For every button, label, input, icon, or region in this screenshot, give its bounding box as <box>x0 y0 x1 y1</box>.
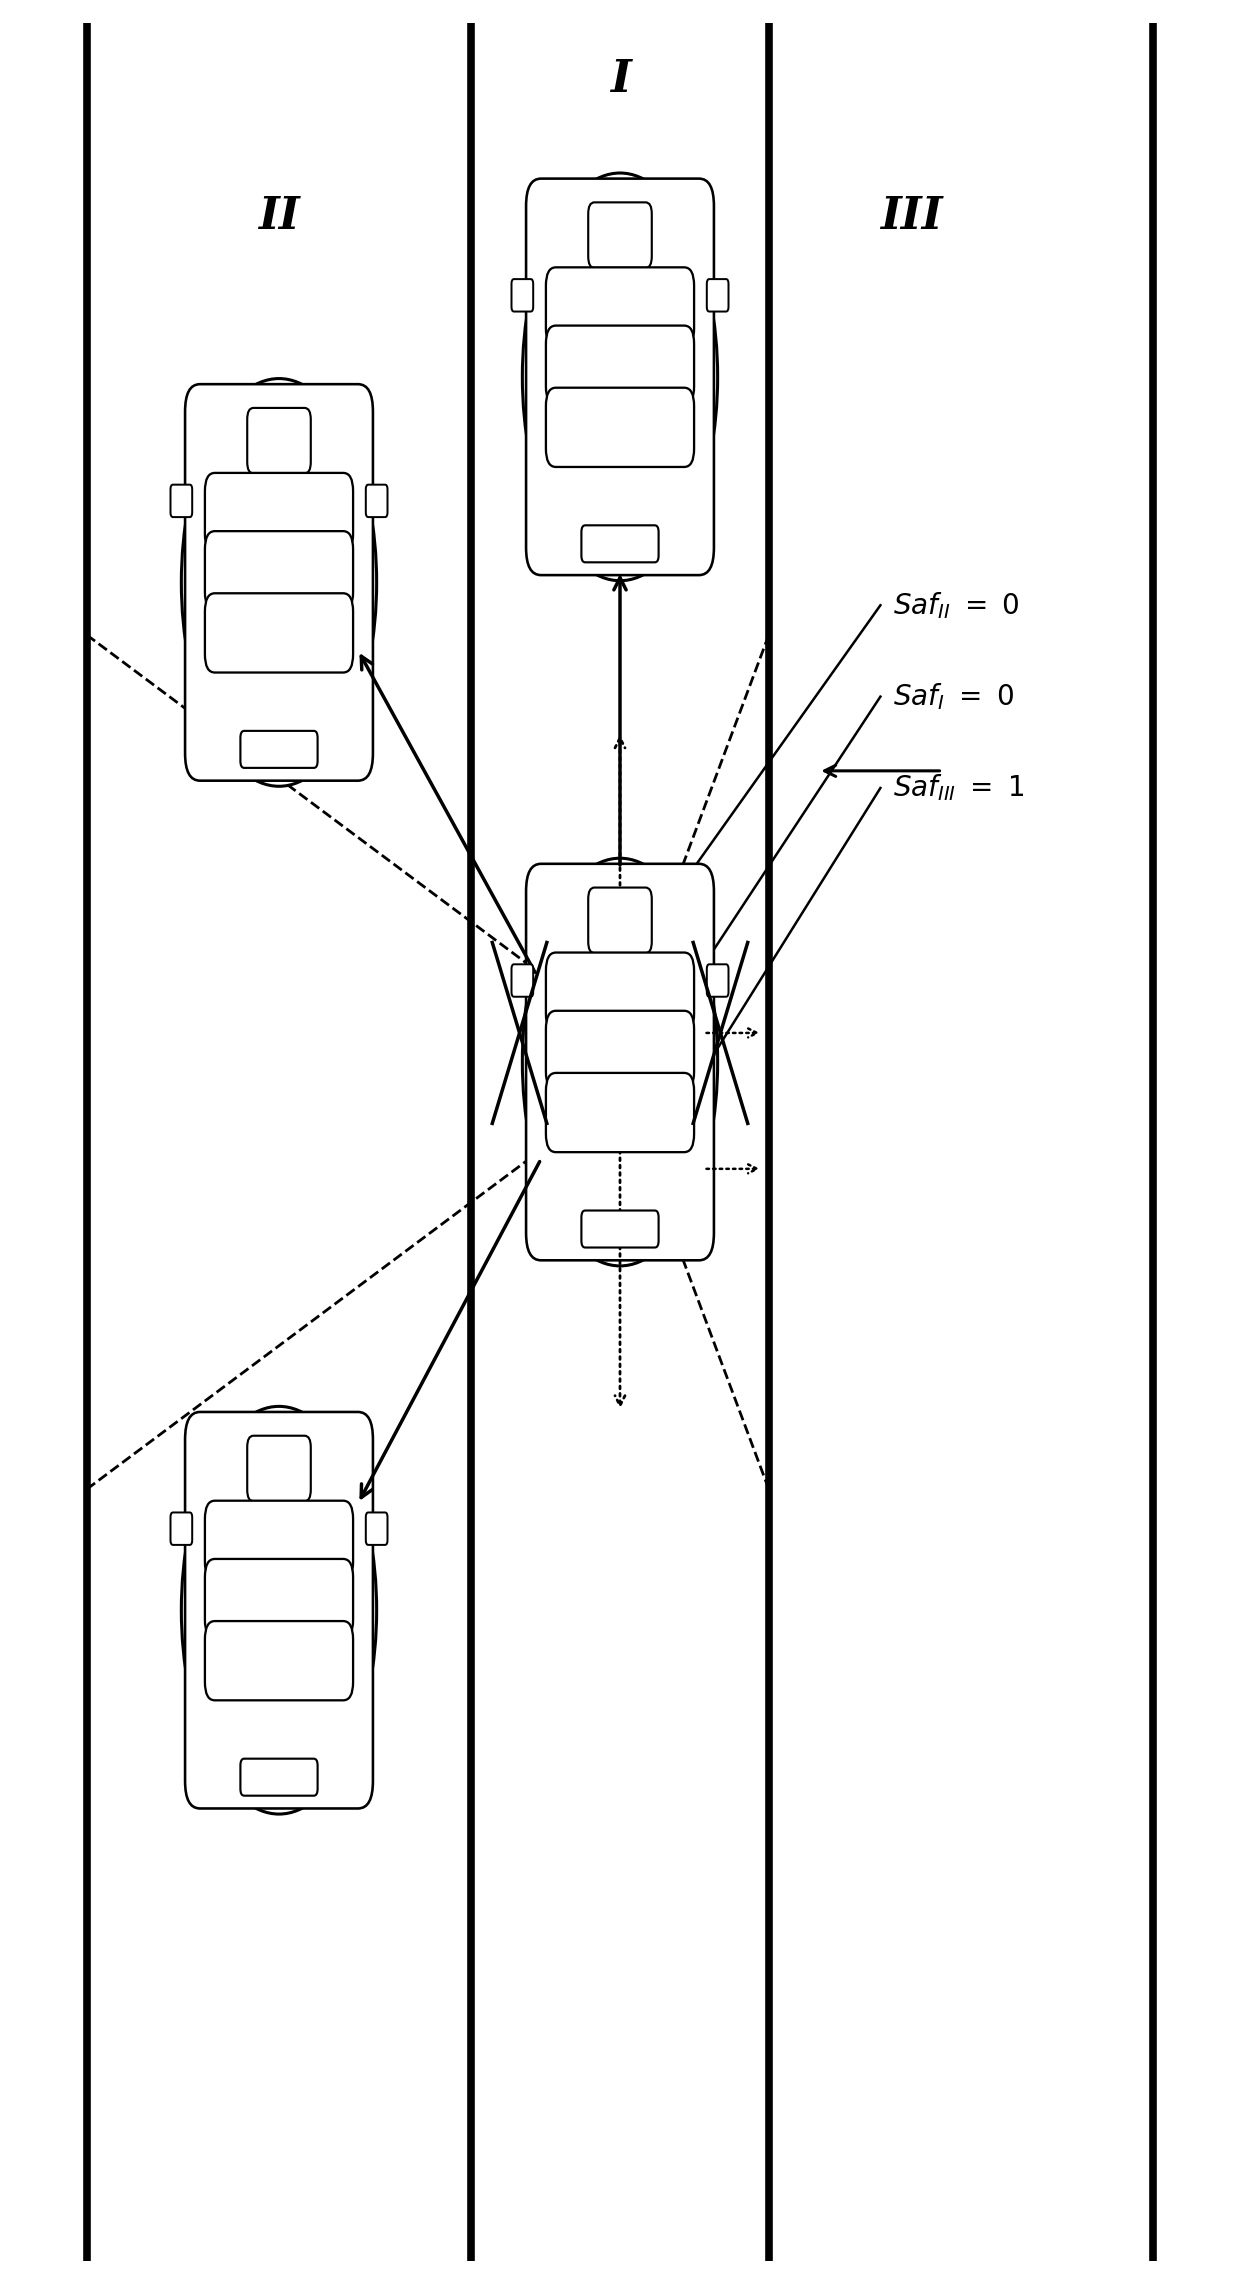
FancyBboxPatch shape <box>511 279 533 311</box>
FancyBboxPatch shape <box>366 1512 387 1544</box>
FancyBboxPatch shape <box>588 888 652 952</box>
FancyBboxPatch shape <box>707 964 728 996</box>
FancyBboxPatch shape <box>366 484 387 516</box>
Text: I: I <box>610 59 630 100</box>
FancyBboxPatch shape <box>171 484 192 516</box>
FancyBboxPatch shape <box>241 731 317 767</box>
FancyBboxPatch shape <box>511 964 533 996</box>
FancyBboxPatch shape <box>247 409 311 473</box>
FancyBboxPatch shape <box>171 1512 192 1544</box>
FancyBboxPatch shape <box>546 267 694 347</box>
FancyBboxPatch shape <box>546 1012 694 1089</box>
Text: III: III <box>880 196 942 238</box>
FancyBboxPatch shape <box>205 532 353 610</box>
Text: $\mathit{Saf}_{III}\ =\ 1$: $\mathit{Saf}_{III}\ =\ 1$ <box>893 772 1024 804</box>
FancyBboxPatch shape <box>247 1437 311 1501</box>
FancyBboxPatch shape <box>526 178 714 576</box>
FancyBboxPatch shape <box>185 1412 373 1809</box>
FancyBboxPatch shape <box>546 1073 694 1151</box>
FancyBboxPatch shape <box>582 1211 658 1247</box>
Ellipse shape <box>522 174 718 580</box>
FancyBboxPatch shape <box>205 1501 353 1581</box>
FancyBboxPatch shape <box>588 203 652 267</box>
Text: $\mathit{Saf}_{I}\ =\ 0$: $\mathit{Saf}_{I}\ =\ 0$ <box>893 681 1013 713</box>
FancyBboxPatch shape <box>185 384 373 781</box>
FancyBboxPatch shape <box>205 1622 353 1699</box>
Ellipse shape <box>181 1407 377 1813</box>
Ellipse shape <box>522 859 718 1265</box>
FancyBboxPatch shape <box>546 952 694 1032</box>
Text: II: II <box>258 196 300 238</box>
Text: $\mathit{Saf}_{II}\ =\ 0$: $\mathit{Saf}_{II}\ =\ 0$ <box>893 589 1019 621</box>
FancyBboxPatch shape <box>707 279 728 311</box>
FancyBboxPatch shape <box>205 1560 353 1638</box>
FancyBboxPatch shape <box>205 594 353 671</box>
FancyBboxPatch shape <box>205 473 353 553</box>
FancyBboxPatch shape <box>241 1759 317 1795</box>
FancyBboxPatch shape <box>546 327 694 404</box>
FancyBboxPatch shape <box>582 525 658 562</box>
FancyBboxPatch shape <box>526 863 714 1261</box>
Ellipse shape <box>181 379 377 786</box>
FancyBboxPatch shape <box>546 388 694 466</box>
